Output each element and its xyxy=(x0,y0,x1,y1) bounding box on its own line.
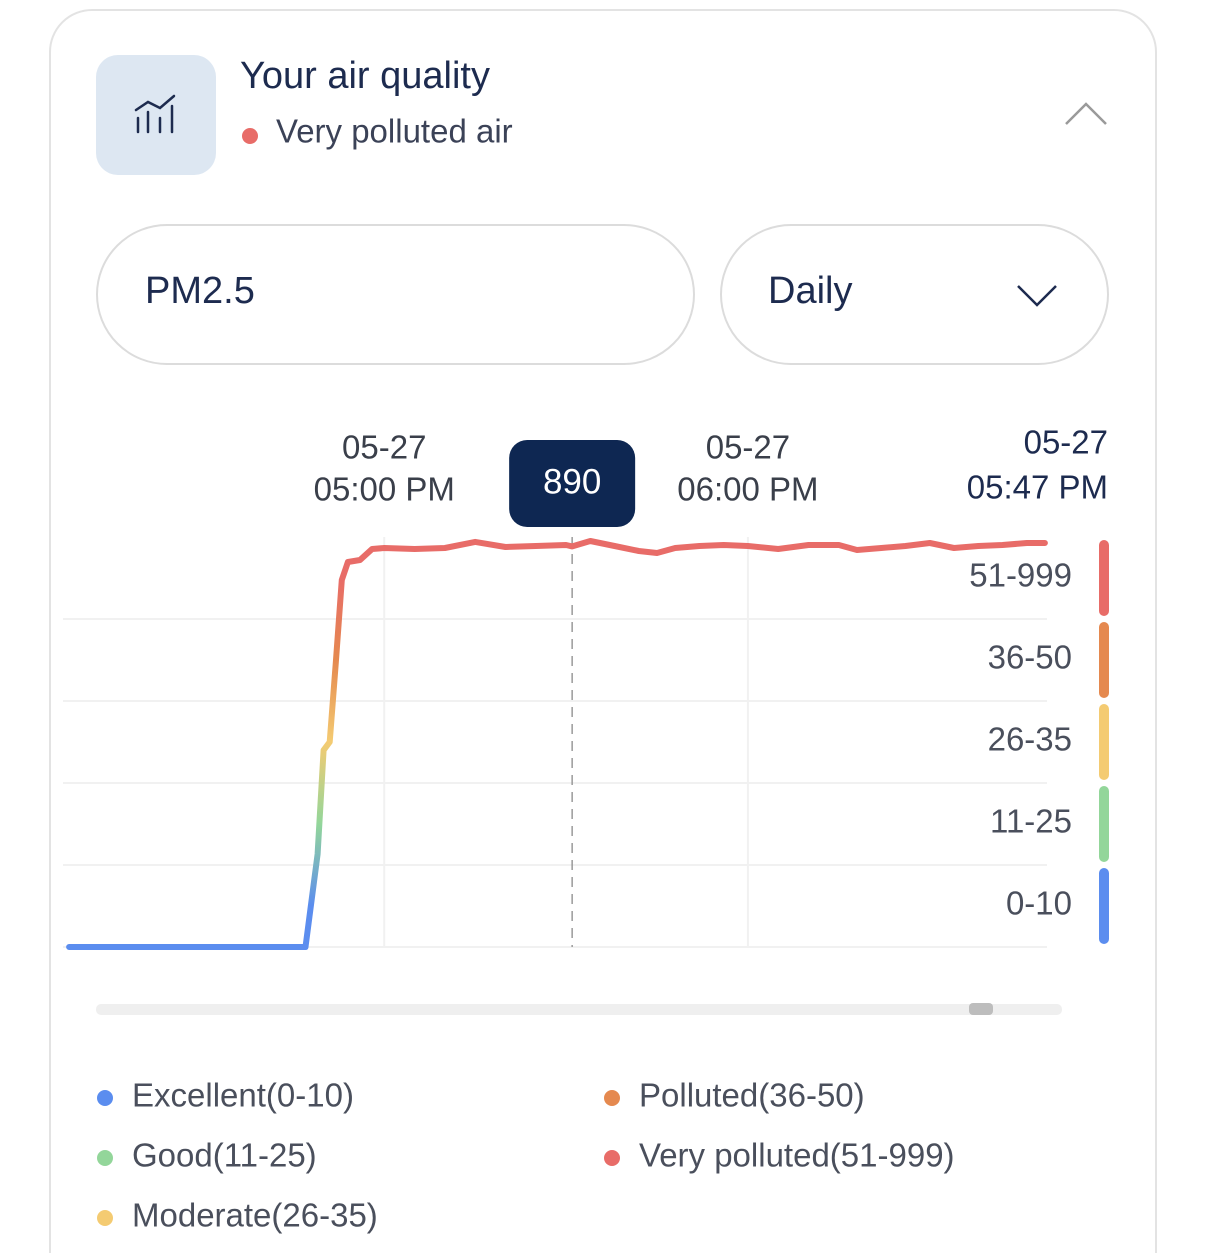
scroll-track[interactable] xyxy=(96,1004,1062,1015)
band-bar xyxy=(1099,704,1109,780)
band-label: 26-35 xyxy=(988,721,1072,758)
legend-dot xyxy=(97,1090,113,1106)
band-bar xyxy=(1099,622,1109,698)
chart-icon xyxy=(134,94,176,134)
icon-box xyxy=(96,55,216,175)
x-tick-date: 05-27 xyxy=(342,429,426,466)
legend-dot xyxy=(97,1150,113,1166)
dropdown-arrow xyxy=(1017,285,1057,307)
pm25-line xyxy=(66,538,1048,950)
band-label: 0-10 xyxy=(1006,885,1072,922)
legend-label: Excellent(0-10) xyxy=(132,1077,354,1114)
tooltip-box xyxy=(509,440,636,527)
card xyxy=(49,9,1157,1253)
legend-dot xyxy=(604,1150,620,1166)
status-text: Very polluted air xyxy=(276,113,513,150)
period-selector[interactable] xyxy=(720,224,1109,365)
band-label: 36-50 xyxy=(988,639,1072,676)
x-tick-time: 05:00 PM xyxy=(314,471,455,508)
period-label: Daily xyxy=(768,270,852,312)
scroll-thumb[interactable] xyxy=(969,1003,993,1015)
legend-label: Polluted(36-50) xyxy=(639,1077,865,1114)
pollutant-label: PM2.5 xyxy=(145,270,255,312)
status-dot xyxy=(242,128,258,144)
band-label: 11-25 xyxy=(990,803,1072,840)
legend-dot xyxy=(97,1210,113,1226)
tooltip-value: 890 xyxy=(543,462,601,501)
current-time: 05:47 PM xyxy=(967,469,1108,506)
collapse-toggle[interactable] xyxy=(1065,102,1107,125)
current-date: 05-27 xyxy=(1024,424,1108,461)
legend-label: Very polluted(51-999) xyxy=(639,1137,955,1174)
band-bar xyxy=(1099,540,1109,616)
pollutant-selector[interactable] xyxy=(96,224,695,365)
x-tick-time: 06:00 PM xyxy=(677,471,818,508)
legend-label: Moderate(26-35) xyxy=(132,1197,378,1234)
x-tick-date: 05-27 xyxy=(706,429,790,466)
band-bar xyxy=(1099,786,1109,862)
legend-dot xyxy=(604,1090,620,1106)
legend-label: Good(11-25) xyxy=(132,1137,317,1174)
card-title: Your air quality xyxy=(240,55,490,97)
band-bar xyxy=(1099,868,1109,944)
band-label: 51-999 xyxy=(969,557,1072,594)
